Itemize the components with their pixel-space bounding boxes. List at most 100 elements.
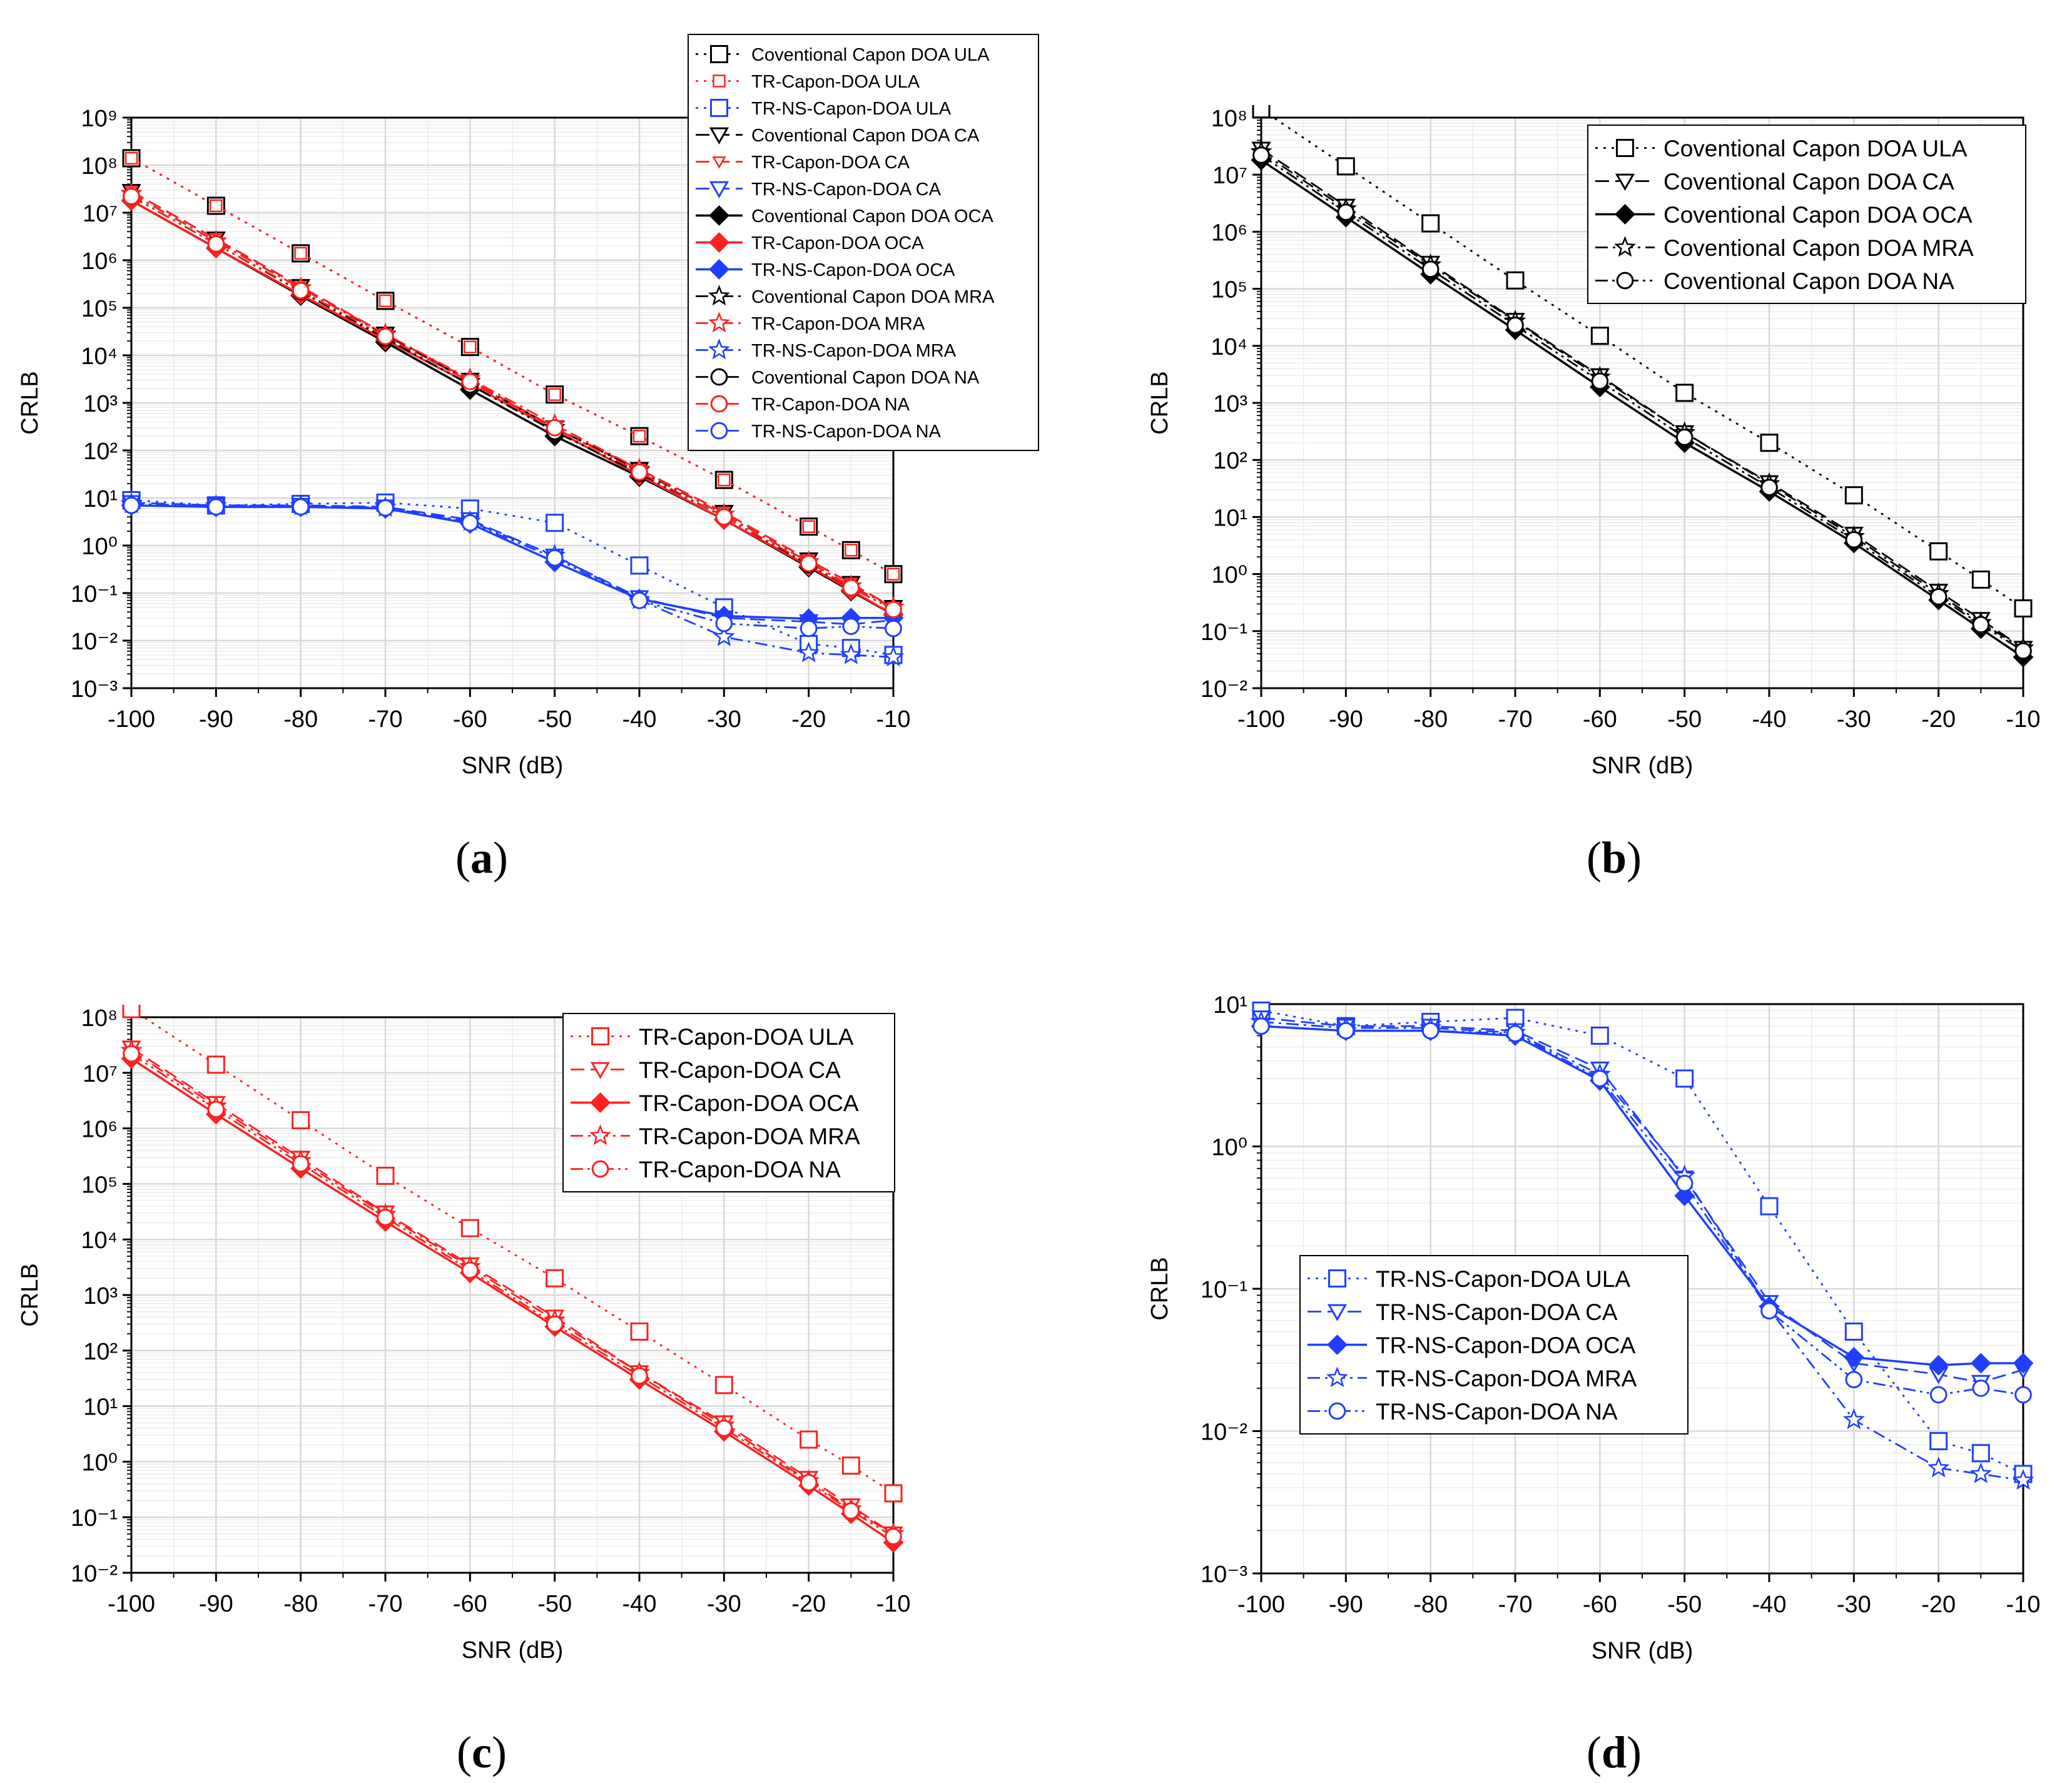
- legend-marker: [1616, 139, 1634, 157]
- data-point: [630, 556, 649, 575]
- data-point: [292, 1111, 310, 1130]
- data-point: [1675, 429, 1694, 446]
- data-point: [1506, 1025, 1524, 1043]
- caption-c: (c): [457, 1727, 507, 1777]
- data-point: [1421, 1022, 1440, 1040]
- y-tick-label: 10⁴: [81, 343, 118, 370]
- legend-marker: [712, 156, 726, 169]
- data-point: [2012, 1468, 2034, 1490]
- legend-marker: [710, 45, 728, 63]
- data-point: [631, 463, 648, 481]
- legend-marker: [1327, 1334, 1348, 1355]
- data-point: [294, 246, 307, 260]
- data-point: [885, 619, 902, 638]
- data-point: [631, 1367, 648, 1385]
- legend-label: Coventional Capon DOA ULA: [1663, 136, 1968, 161]
- x-tick-label: -100: [108, 706, 155, 733]
- legend-label: TR-NS-Capon-DOA CA: [1376, 1299, 1618, 1325]
- legend-box: [688, 34, 1039, 451]
- data-point: [1675, 1174, 1694, 1192]
- legend-marker: [713, 74, 726, 88]
- x-tick-label: -50: [1667, 706, 1702, 733]
- series-tr-ns-capon-doa-ula: [1252, 1001, 2033, 1483]
- x-tick-label: -80: [1413, 706, 1448, 733]
- y-tick-label: 10⁶: [81, 248, 118, 275]
- data-point: [715, 508, 733, 526]
- y-tick-label: 10³: [83, 1283, 118, 1309]
- data-point: [207, 498, 225, 516]
- data-point: [1972, 1379, 1990, 1397]
- x-tick-label: -20: [791, 1591, 826, 1617]
- data-point: [715, 1420, 733, 1437]
- legend-label: TR-Capon-DOA OCA: [639, 1090, 859, 1116]
- y-tick-label: 10³: [83, 391, 118, 417]
- x-tick-label: -30: [707, 706, 741, 733]
- data-point: [1929, 1432, 1948, 1451]
- data-point: [123, 1045, 140, 1063]
- data-point: [841, 1456, 860, 1475]
- y-tick-label: 10⁷: [83, 1061, 118, 1087]
- series-line: [1261, 1010, 2024, 1475]
- data-point: [714, 1376, 733, 1394]
- legend-label: TR-Capon-DOA CA: [639, 1057, 841, 1083]
- data-point: [546, 1269, 564, 1288]
- data-point: [1972, 616, 1990, 634]
- series-tr-capon-doa-ula: [124, 151, 900, 581]
- y-tick-label: 10¹: [83, 486, 118, 512]
- legend-marker: [1328, 1402, 1346, 1420]
- chart-panel-c: -100 -90 -80 -70 -60 -50 -40 -30 -20 -10 10⁻² 10⁻¹ 1…: [17, 1005, 910, 1664]
- data-point: [1845, 531, 1863, 549]
- y-tick-label: 10⁰: [1211, 562, 1247, 589]
- data-point: [461, 514, 479, 532]
- legend-marker: [709, 232, 729, 253]
- legend-label: TR-Capon-DOA OCA: [751, 233, 924, 253]
- data-point: [713, 625, 735, 646]
- data-point: [546, 1315, 564, 1333]
- legend-label: TR-NS-Capon-DOA OCA: [751, 260, 955, 280]
- series-layer: [1250, 1001, 2034, 1490]
- y-tick-label: 10⁵: [81, 1172, 118, 1198]
- data-point: [1970, 1353, 1991, 1374]
- legend-marker: [709, 205, 729, 226]
- data-point: [1927, 1456, 1950, 1478]
- legend-marker: [709, 181, 729, 198]
- y-tick-label: 10⁴: [81, 1227, 118, 1254]
- x-tick-label: -60: [453, 1591, 487, 1617]
- legend-marker: [708, 285, 730, 306]
- data-point: [123, 188, 140, 205]
- data-point: [292, 282, 310, 300]
- x-tick-label: -30: [707, 1591, 741, 1617]
- x-tick-label: -80: [283, 1591, 318, 1617]
- x-tick-label: -40: [1752, 1592, 1787, 1618]
- y-tick-label: 10⁻³: [71, 676, 118, 703]
- y-tick-label: 10¹: [83, 1394, 118, 1421]
- data-point: [1928, 1354, 1949, 1376]
- chart-panel-b: -100 -90 -80 -70 -60 -50 -40 -30 -20 -10 10⁻² 10⁻¹ 1…: [1147, 105, 2040, 779]
- data-point: [631, 591, 648, 609]
- legend-marker: [590, 1092, 611, 1113]
- x-tick-label: -50: [537, 1591, 572, 1617]
- legend-marker: [709, 127, 729, 145]
- series-layer: [120, 1005, 905, 1553]
- x-tick-label: -80: [283, 706, 318, 733]
- data-point: [802, 520, 815, 534]
- legend-label: TR-NS-Capon-DOA NA: [751, 422, 942, 442]
- legend-label: TR-NS-Capon-DOA CA: [751, 180, 942, 200]
- y-tick-label: 10⁶: [81, 1117, 118, 1143]
- series-layer: [120, 149, 905, 667]
- x-tick-label: -60: [453, 706, 487, 733]
- grid: [130, 116, 895, 689]
- legend-label: Coventional Capon DOA OCA: [1663, 202, 1973, 228]
- y-tick-label: 10³: [1213, 391, 1247, 417]
- data-point: [1843, 1347, 1864, 1368]
- y-tick-label: 10⁶: [1211, 220, 1247, 246]
- x-axis-label: SNR (dB): [1592, 1638, 1694, 1664]
- data-point: [1421, 260, 1440, 278]
- series-tr-capon-doa-na: [123, 188, 902, 619]
- legend-marker: [1328, 1269, 1346, 1288]
- legend-marker: [1616, 272, 1634, 290]
- caption-a: (a): [455, 833, 508, 883]
- data-point: [1337, 1022, 1355, 1040]
- legend-label: TR-Capon-DOA CA: [751, 153, 910, 173]
- data-point: [1844, 1322, 1863, 1341]
